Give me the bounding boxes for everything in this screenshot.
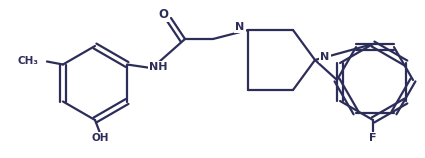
Text: CH₃: CH₃ [18,57,39,67]
Text: OH: OH [91,133,109,143]
Text: NH: NH [149,62,167,72]
Text: N: N [235,22,245,32]
Text: N: N [320,52,330,62]
Text: O: O [158,7,168,21]
Text: F: F [369,133,377,143]
